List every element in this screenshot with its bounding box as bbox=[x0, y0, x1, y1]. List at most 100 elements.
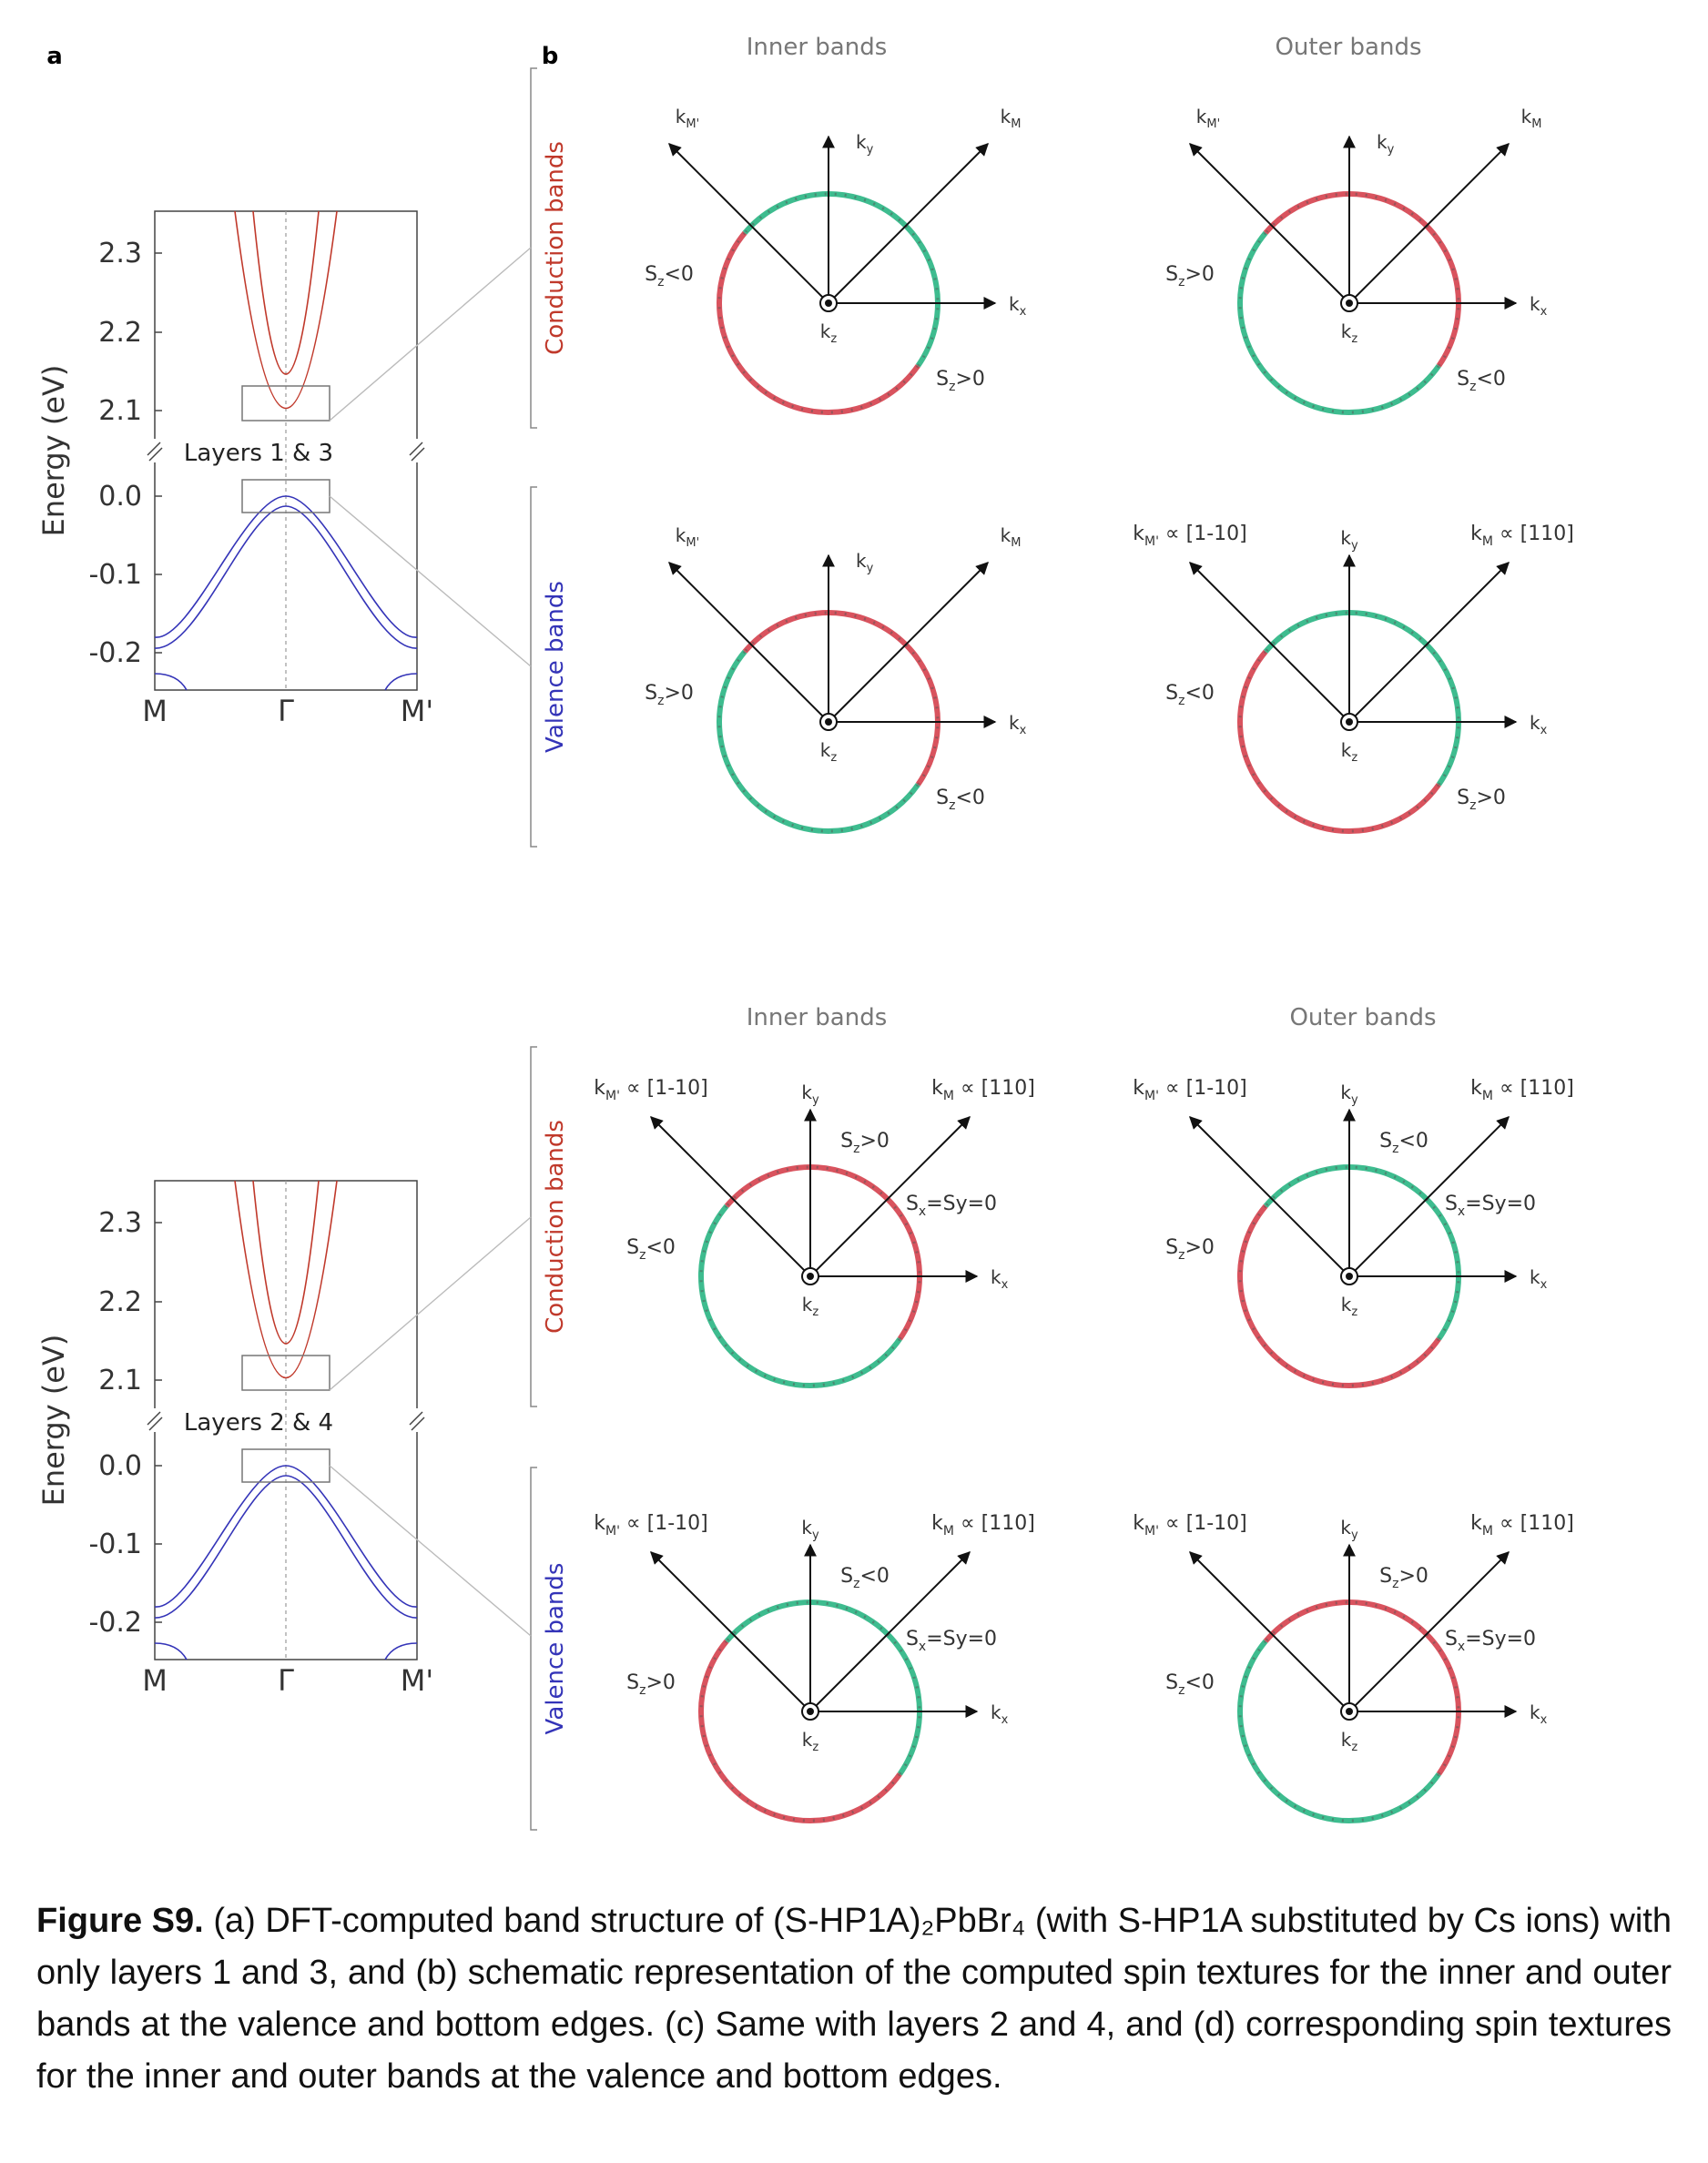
kz-axis-dot bbox=[1346, 1273, 1353, 1280]
spin-ring-lower-dots bbox=[1238, 650, 1440, 833]
spin-label-top: Sz<0 bbox=[1379, 1130, 1428, 1156]
lower-band bbox=[154, 1642, 188, 1660]
spin-label-inplane: Sx=Sy=0 bbox=[1445, 1628, 1536, 1654]
spin-label-right: Sz>0 bbox=[1457, 787, 1506, 813]
ky-label: ky bbox=[801, 1082, 819, 1107]
conduction-band-inner bbox=[252, 1180, 320, 1345]
spin-label-left: Sz<0 bbox=[645, 263, 694, 289]
kz-label: kz bbox=[802, 1729, 819, 1754]
kx-label: kx bbox=[1530, 1266, 1548, 1292]
spin-label-left: Sz>0 bbox=[1165, 263, 1215, 289]
spin-diagram-inner-conduction-1: kz kx kM' kM ky Sz<0 Sz>0 bbox=[645, 106, 1027, 415]
spin-label-right: Sz>0 bbox=[936, 368, 985, 394]
spin-label-top: Sz<0 bbox=[840, 1565, 890, 1591]
spin-label-left: Sz<0 bbox=[626, 1236, 676, 1263]
zoom-box-conduction bbox=[241, 385, 330, 421]
kz-axis-dot bbox=[825, 718, 832, 726]
spin-ring-upper-dots bbox=[743, 192, 940, 367]
spin-label-left: Sz<0 bbox=[1165, 1671, 1215, 1698]
valence-band-outer bbox=[154, 505, 418, 649]
spin-diagram-outer-valence-2: kz kx kM' ∝ [1-10] kM ∝ [110] ky Sz<0 Sz>0 Sx=S… bbox=[1133, 1512, 1574, 1823]
kM-axis bbox=[1348, 143, 1510, 304]
column-header-inner: Inner bands bbox=[747, 1004, 888, 1031]
kM-prime-label: kM' bbox=[676, 524, 699, 550]
kx-label: kx bbox=[991, 1266, 1009, 1292]
spin-diagram-outer-valence-1: kz kx kM' ∝ [1-10] kM ∝ [110] ky Sz<0 Sz>0 bbox=[1133, 523, 1574, 834]
x-tick-label: Γ bbox=[278, 1663, 294, 1698]
spin-ring-lower bbox=[1237, 1639, 1441, 1823]
y-tick-label: 2.1 bbox=[98, 395, 142, 427]
spin-ring-lower bbox=[1237, 649, 1441, 834]
spin-label-right: Sz<0 bbox=[1457, 368, 1506, 394]
kM-prime-label: kM' ∝ [1-10] bbox=[594, 1077, 708, 1103]
row-label-conduction: Conduction bands bbox=[542, 141, 569, 355]
axis-break-mark bbox=[148, 447, 163, 462]
kM-prime-label: kM' ∝ [1-10] bbox=[1133, 523, 1247, 549]
kx-label: kx bbox=[1530, 293, 1548, 319]
spin-ring-lower bbox=[1237, 230, 1441, 415]
valence-band-inner bbox=[154, 495, 418, 638]
axis-break-mark bbox=[409, 1411, 423, 1426]
kM-axis bbox=[1348, 1116, 1510, 1277]
spin-ring-lower-dots bbox=[699, 1204, 901, 1387]
spin-diagram-outer-conduction-1: kz kx kM' kM ky Sz>0 Sz<0 bbox=[1165, 106, 1548, 415]
kz-axis-dot bbox=[1346, 718, 1353, 726]
kM-axis bbox=[828, 562, 989, 723]
spin-ring-lower-dots bbox=[1238, 1640, 1440, 1823]
zoom-leader bbox=[329, 1465, 532, 1637]
kz-axis-dot bbox=[825, 300, 832, 307]
kx-label: kx bbox=[991, 1701, 1009, 1727]
x-tick-label: Γ bbox=[278, 694, 294, 728]
row-label-conduction: Conduction bands bbox=[542, 1120, 569, 1334]
kM-label: kM ∝ [110] bbox=[931, 1077, 1035, 1103]
ky-label: ky bbox=[1377, 131, 1395, 157]
figure-s9: a b Inner bands Outer bands Inner bands Out… bbox=[36, 34, 1574, 1831]
kM-prime-axis bbox=[1189, 143, 1350, 304]
kM-axis bbox=[828, 143, 989, 304]
spin-diagram-outer-conduction-2: kz kx kM' ∝ [1-10] kM ∝ [110] ky Sz>0 Sz<0 Sx=S… bbox=[1133, 1077, 1574, 1388]
conduction-band-outer bbox=[234, 1180, 338, 1378]
spin-ring-lower-dots bbox=[699, 1640, 901, 1823]
ky-label: ky bbox=[1340, 527, 1358, 553]
spin-diagram-inner-valence-2: kz kx kM' ∝ [1-10] kM ∝ [110] ky Sz>0 Sz<0 Sx=S… bbox=[594, 1512, 1035, 1824]
kz-label: kz bbox=[820, 739, 838, 765]
row-bracket bbox=[530, 1046, 537, 1407]
spin-ring-lower-dots bbox=[717, 231, 920, 414]
y-tick-label: 2.1 bbox=[98, 1365, 142, 1396]
zoom-leader bbox=[329, 495, 532, 667]
spin-ring-upper-dots bbox=[743, 611, 940, 786]
kz-label: kz bbox=[1341, 1294, 1358, 1319]
y-tick-label: 2.2 bbox=[98, 317, 142, 349]
kM-axis bbox=[1348, 562, 1510, 723]
y-tick-label: 2.3 bbox=[98, 238, 142, 269]
panel-label-b: b bbox=[542, 43, 559, 70]
kz-axis-dot bbox=[807, 1708, 814, 1715]
spin-ring-upper bbox=[1263, 1599, 1462, 1776]
lower-band bbox=[384, 1642, 418, 1660]
ky-label: ky bbox=[801, 1517, 819, 1542]
spin-ring-upper bbox=[724, 1599, 922, 1776]
spin-label-inplane: Sx=Sy=0 bbox=[906, 1628, 997, 1654]
kz-label: kz bbox=[1341, 320, 1358, 346]
spin-ring-upper-dots bbox=[725, 1600, 921, 1775]
spin-label-inplane: Sx=Sy=0 bbox=[906, 1193, 997, 1219]
spin-ring-lower bbox=[698, 1203, 902, 1389]
spin-label-inplane: Sx=Sy=0 bbox=[1445, 1193, 1536, 1219]
spin-ring-lower bbox=[1237, 1203, 1441, 1388]
kM-prime-label: kM' ∝ [1-10] bbox=[1133, 1077, 1247, 1103]
kx-label: kx bbox=[1530, 712, 1548, 737]
row-bracket bbox=[530, 67, 537, 429]
axis-break-gap bbox=[151, 1408, 421, 1432]
axis-break-mark bbox=[411, 447, 425, 462]
spin-ring-upper bbox=[724, 1164, 922, 1341]
kM-axis bbox=[1348, 1551, 1510, 1712]
caption-text: (a) DFT-computed band structure of (S-HP… bbox=[36, 1902, 1672, 2096]
ky-label: ky bbox=[856, 131, 874, 157]
kz-axis-dot bbox=[1346, 300, 1353, 307]
spin-label-left: Sz<0 bbox=[1165, 682, 1215, 708]
figure-caption: Figure S9. (a) DFT-computed band structu… bbox=[36, 1895, 1672, 2103]
kz-label: kz bbox=[820, 320, 838, 346]
spin-ring-lower-dots bbox=[1238, 231, 1440, 414]
spin-ring-lower bbox=[717, 230, 920, 415]
column-header-inner: Inner bands bbox=[747, 34, 888, 61]
